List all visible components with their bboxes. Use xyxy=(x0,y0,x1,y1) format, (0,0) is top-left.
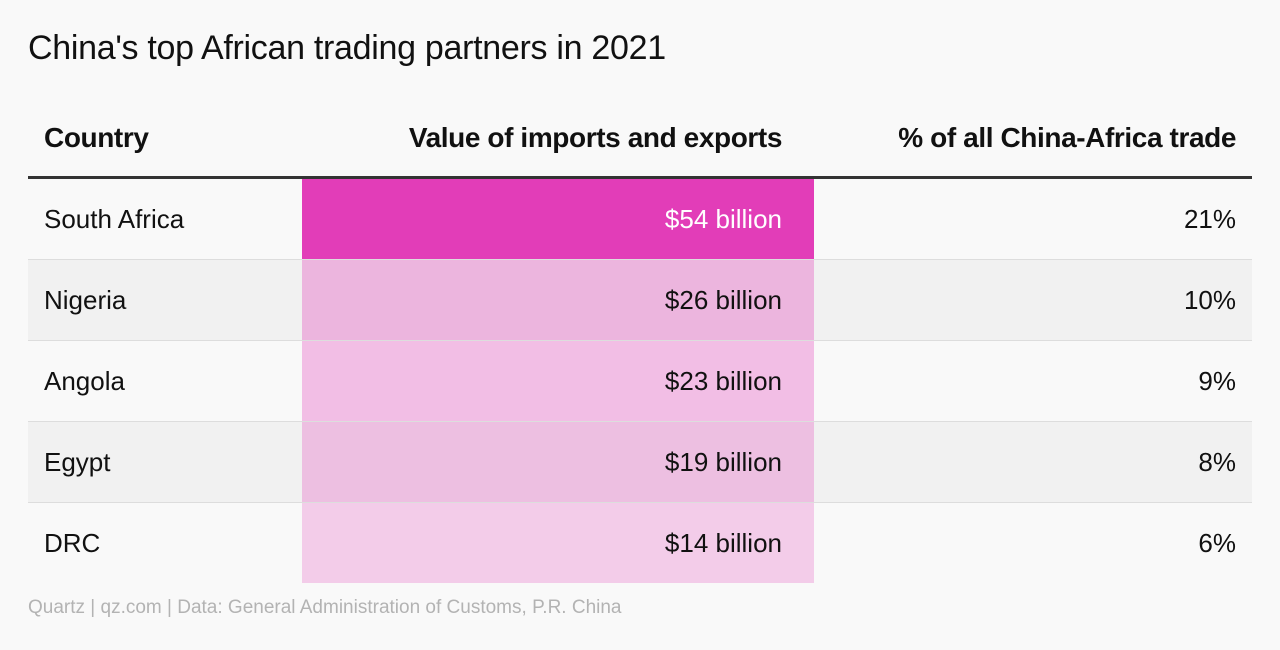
country-cell: Egypt xyxy=(44,447,111,477)
percent-cell: 8% xyxy=(1198,447,1236,477)
table-row: Nigeria $26 billion 10% xyxy=(28,260,1252,341)
value-cell: $14 billion xyxy=(302,503,814,583)
percent-cell: 10% xyxy=(1183,285,1236,315)
country-cell: Angola xyxy=(44,366,125,396)
country-cell: DRC xyxy=(44,528,101,558)
table-body: South Africa $54 billion 21% Nigeria $26… xyxy=(28,179,1252,583)
table-row: Egypt $19 billion 8% xyxy=(28,422,1252,503)
value-cell: $19 billion xyxy=(302,422,814,502)
table-row: South Africa $54 billion 21% xyxy=(28,179,1252,260)
table-row: Angola $23 billion 9% xyxy=(28,341,1252,422)
chart-title: China's top African trading partners in … xyxy=(28,29,666,67)
value-cell: $23 billion xyxy=(302,341,814,421)
value-cell: $54 billion xyxy=(302,179,814,259)
column-header-country: Country xyxy=(44,122,149,153)
data-table: Country Value of imports and exports % o… xyxy=(28,108,1252,583)
value-cell: $26 billion xyxy=(302,260,814,340)
table-header: Country Value of imports and exports % o… xyxy=(28,108,1252,179)
percent-cell: 9% xyxy=(1198,366,1236,396)
table-row: DRC $14 billion 6% xyxy=(28,503,1252,583)
percent-cell: 6% xyxy=(1198,528,1236,558)
percent-cell: 21% xyxy=(1183,204,1236,234)
country-cell: South Africa xyxy=(44,204,185,234)
country-cell: Nigeria xyxy=(44,285,127,315)
source-note: Quartz | qz.com | Data: General Administ… xyxy=(28,597,622,618)
column-header-percent: % of all China-Africa trade xyxy=(898,122,1236,153)
column-header-value: Value of imports and exports xyxy=(408,122,783,153)
